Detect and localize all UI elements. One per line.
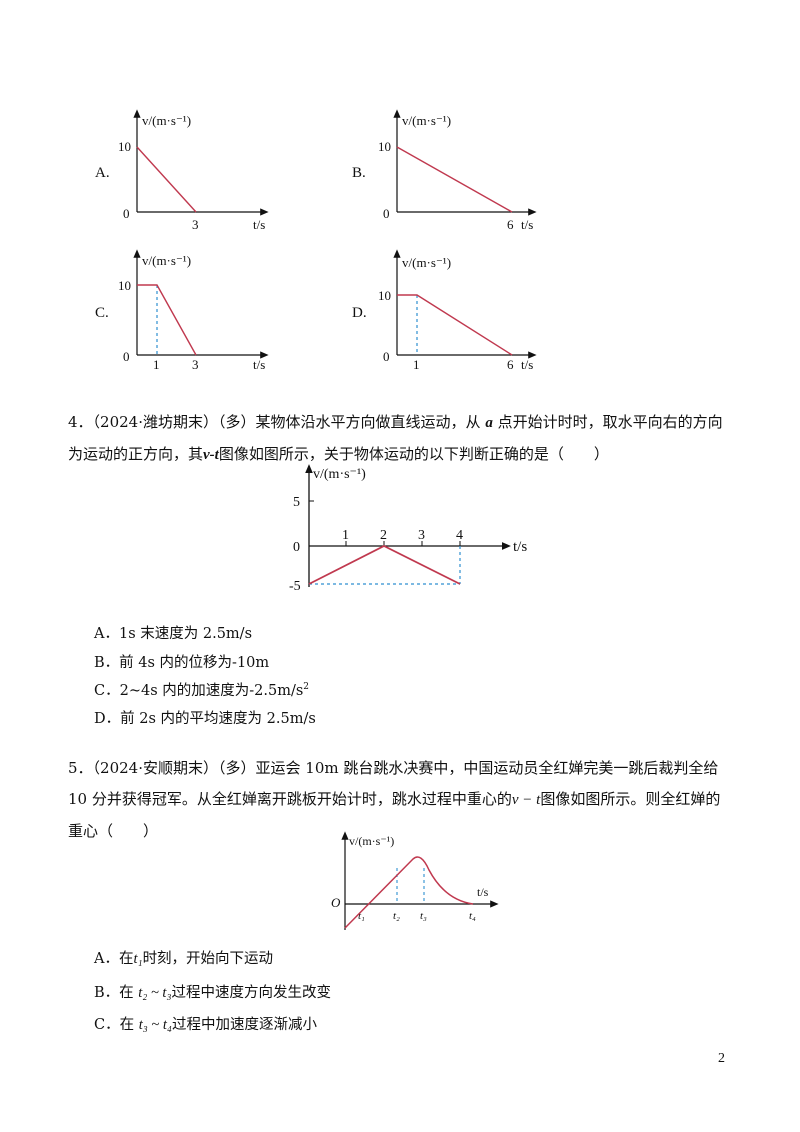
option-c-label: C. [95, 305, 109, 321]
q5-choice-a[interactable]: A．在t₁时刻，开始向下运动 [94, 951, 274, 967]
page-number: 2 [718, 1051, 725, 1066]
option-d-label: D. [352, 305, 367, 321]
question-5-graph: v/(m·s⁻¹) t/s O t₁ t₂ t₃ t₄ [331, 831, 499, 930]
question-number: 4． [68, 413, 93, 431]
option-b-label: B. [352, 165, 366, 181]
t-tick-1: 1 [413, 357, 420, 372]
t-tick-1: 1 [153, 357, 160, 372]
v-axis-label: v/(m·s⁻¹) [402, 113, 451, 128]
v0-tick: 10 [118, 278, 131, 293]
y-tick-neg5: -5 [289, 579, 301, 594]
origin-label: 0 [383, 349, 390, 364]
t-tick-6: 6 [507, 357, 514, 372]
t-axis-label: t/s [513, 539, 527, 555]
vt-curve [344, 856, 474, 929]
question-number: 5． [68, 759, 93, 777]
v-axis-label: v/(m·s⁻¹) [142, 253, 191, 268]
t1-label: t₁ [358, 910, 365, 922]
q4-choice-d[interactable]: D．前 2s 内的平均速度为 2.5m/s [94, 711, 316, 727]
vt-line [396, 146, 513, 213]
vt-line [137, 284, 197, 356]
question-source: （2024·潍坊期末） [92, 413, 218, 431]
t-tick-6: 6 [507, 217, 514, 232]
origin-label: 0 [123, 206, 130, 221]
t-axis-label: t/s [253, 357, 265, 372]
x-tick-1: 1 [342, 528, 349, 543]
question-5-text: 5．（2024·安顺期末）（多）亚运会 10m 跳台跳水决赛中，中国运动员全红婵… [68, 759, 721, 840]
origin-label: 0 [383, 206, 390, 221]
v0-tick: 10 [378, 288, 391, 303]
vt-symbol: v-t [203, 447, 219, 463]
q5-choice-b[interactable]: B．在 t₂ ~ t₃过程中速度方向发生改变 [94, 985, 331, 1001]
question-4-graph: v/(m·s⁻¹) t/s 5 0 -5 1 2 3 4 [289, 464, 527, 594]
point-a: a [485, 415, 493, 431]
v0-tick: 10 [118, 139, 131, 154]
v-axis-label: v/(m·s⁻¹) [402, 255, 451, 270]
origin-label: 0 [123, 349, 130, 364]
question-tag: （多） [218, 413, 256, 431]
t2-label: t₂ [393, 910, 400, 922]
y-tick-0: 0 [293, 540, 300, 555]
vt-line [136, 146, 197, 213]
x-tick-4: 4 [456, 528, 463, 543]
option-d-graph: v/(m·s⁻¹) 10 0 1 6 t/s [378, 249, 537, 372]
t-axis-label: t/s [521, 217, 533, 232]
question-tag: （多） [218, 759, 256, 777]
q4-choice-c[interactable]: C．2~4s 内的加速度为-2.5m/s2 [94, 682, 310, 699]
question-source: （2024·安顺期末） [92, 759, 218, 777]
t4-label: t₄ [469, 910, 476, 922]
option-a-graph: v/(m·s⁻¹) 10 0 3 t/s [118, 109, 269, 232]
y-tick-5: 5 [293, 495, 300, 510]
t-axis-label: t/s [253, 217, 265, 232]
v-axis-label: v/(m·s⁻¹) [142, 113, 191, 128]
q4-choice-a[interactable]: A．1s 末速度为 2.5m/s [94, 626, 253, 642]
option-c-graph: v/(m·s⁻¹) 10 0 1 3 t/s [118, 249, 269, 372]
t-tick-3: 3 [192, 357, 199, 372]
q5-choice-c[interactable]: C．在 t₃ ~ t₄过程中加速度逐渐减小 [94, 1017, 317, 1033]
option-b-graph: v/(m·s⁻¹) 10 0 6 t/s [378, 109, 537, 232]
option-a-label: A. [95, 165, 110, 181]
question-4-text: 4．（2024·潍坊期末）（多）某物体沿水平方向做直线运动，从 a 点开始计时时… [68, 413, 723, 463]
vt-line [308, 544, 461, 585]
t-tick-3: 3 [192, 217, 199, 232]
x-tick-3: 3 [418, 528, 425, 543]
q4-choice-b[interactable]: B．前 4s 内的位移为-10m [94, 655, 270, 671]
t3-label: t₃ [420, 910, 427, 922]
origin-label: O [331, 895, 341, 910]
vt-line [397, 294, 513, 356]
x-tick-2: 2 [380, 528, 387, 543]
v0-tick: 10 [378, 139, 391, 154]
v-axis-label: v/(m·s⁻¹) [349, 834, 394, 848]
t-axis-label: t/s [521, 357, 533, 372]
vt-symbol: v − t [511, 792, 541, 808]
t-axis-label: t/s [477, 885, 489, 899]
v-axis-label: v/(m·s⁻¹) [313, 467, 366, 482]
